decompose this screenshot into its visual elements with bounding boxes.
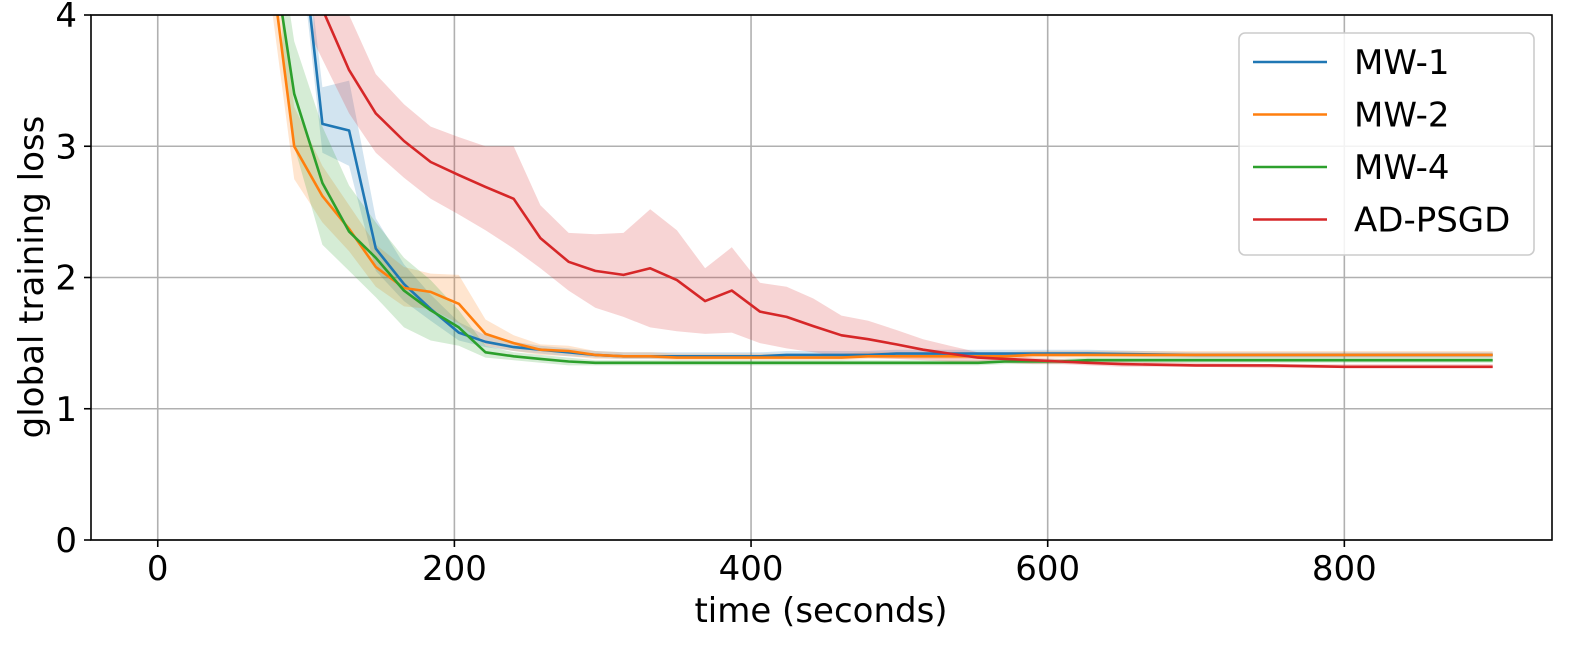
band-ad-psgd — [313, 15, 1493, 369]
y-tick-label: 3 — [55, 127, 77, 167]
y-tick-label: 4 — [55, 0, 77, 36]
legend-label: MW-4 — [1354, 148, 1449, 188]
x-tick-label: 400 — [719, 549, 784, 589]
y-tick-label: 0 — [55, 521, 77, 561]
x-tick-label: 0 — [147, 549, 169, 589]
y-axis-label: global training loss — [12, 116, 52, 439]
confidence-bands — [272, 15, 1493, 369]
y-tick-label: 1 — [55, 390, 77, 430]
legend-item-mw-4: MW-4 — [1253, 148, 1449, 188]
line-mw-4 — [281, 15, 1493, 365]
x-tick-label: 800 — [1312, 549, 1377, 589]
line-mw-2 — [276, 15, 1493, 359]
legend: MW-1 MW-2 MW-4 AD-PSGD — [1238, 32, 1535, 256]
x-tick-label: 200 — [422, 549, 487, 589]
legend-item-ad-psgd: AD-PSGD — [1253, 201, 1510, 241]
line-ad-psgd — [323, 15, 1493, 369]
y-axis-ticks: 0 1 2 3 4 — [55, 0, 91, 561]
series-lines — [276, 15, 1493, 369]
x-axis-label: time (seconds) — [694, 591, 947, 631]
legend-item-mw-2: MW-2 — [1253, 96, 1449, 136]
legend-label: AD-PSGD — [1354, 201, 1510, 241]
legend-label: MW-2 — [1354, 96, 1449, 136]
x-tick-label: 600 — [1015, 549, 1080, 589]
legend-box — [1238, 32, 1535, 256]
legend-item-mw-1: MW-1 — [1253, 43, 1449, 83]
y-tick-label: 2 — [55, 259, 77, 299]
x-axis-ticks: 0 200 400 600 800 — [147, 540, 1377, 589]
legend-label: MW-1 — [1354, 43, 1449, 83]
